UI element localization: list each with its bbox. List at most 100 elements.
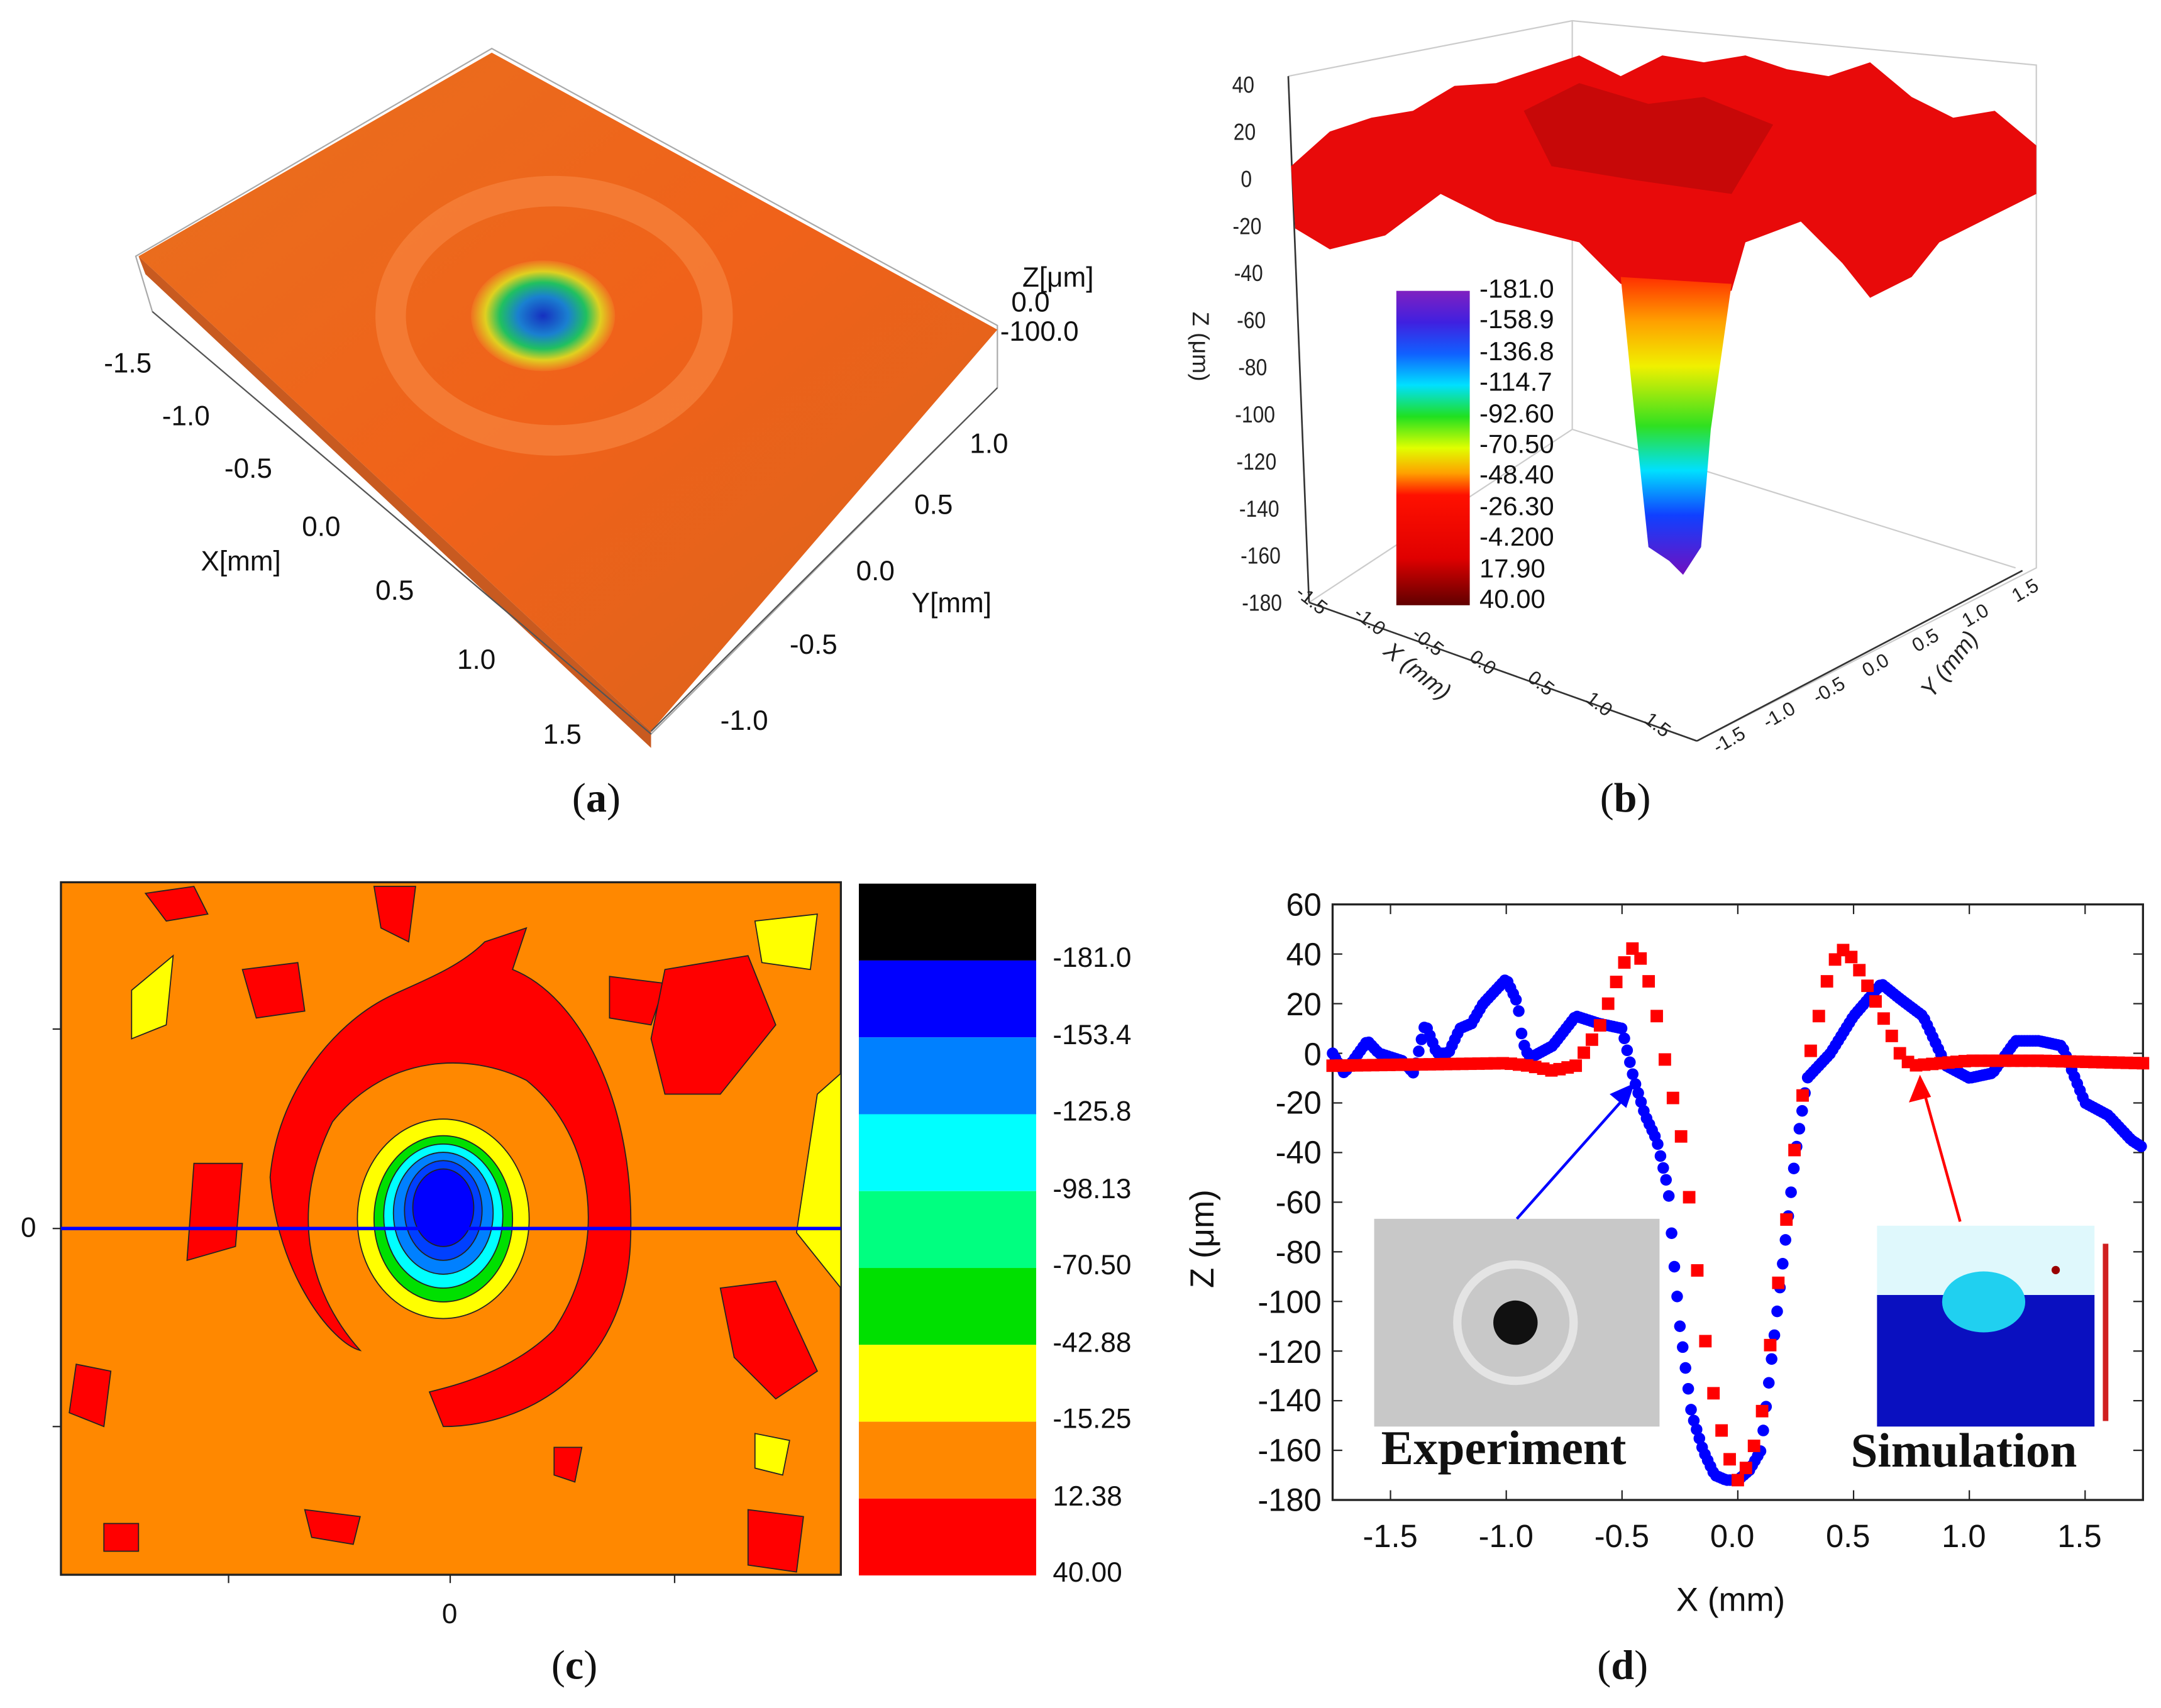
experiment-point (1691, 1423, 1703, 1436)
simulation-point (1715, 1424, 1728, 1437)
simulation-point (1626, 942, 1639, 955)
crater (471, 260, 616, 372)
d-x-tick: -1.0 (1478, 1518, 1534, 1554)
c-x-tick: 0 (441, 1599, 458, 1631)
c-colorbar-label: 12.38 (1053, 1481, 1122, 1512)
simulation-point (1634, 952, 1647, 965)
b-colorbar-label: -181.0 (1479, 275, 1554, 305)
b-z-tick: -80 (1237, 355, 1267, 381)
simulation-point (1869, 995, 1882, 1008)
simulation-point (1788, 1143, 1801, 1157)
a-y-tick: -1.0 (720, 706, 768, 737)
b-colorbar-label: -136.8 (1479, 338, 1554, 367)
caption-c: (c) (551, 1642, 598, 1689)
simulation-point (1739, 1462, 1752, 1475)
b-z-tick: -60 (1236, 307, 1266, 334)
a-y-tick: 1.0 (970, 429, 1009, 460)
simulation-point (1853, 964, 1866, 977)
colorbar-swatch (858, 1345, 1036, 1422)
experiment-point (1766, 1353, 1777, 1365)
a-x-tick: 0.5 (375, 576, 414, 607)
simulation-point (1593, 1019, 1606, 1032)
c-colorbar-label: -153.4 (1053, 1020, 1132, 1051)
a-y-tick: -0.5 (789, 630, 837, 661)
d-y-tick: -140 (1257, 1382, 1322, 1419)
colorbar-swatch (858, 1037, 1036, 1115)
experiment-point (1510, 994, 1522, 1006)
experiment-point (1671, 1291, 1683, 1303)
simulation-point (1659, 1053, 1671, 1066)
d-y-tick: -120 (1257, 1333, 1322, 1369)
d-y-tick: 60 (1286, 886, 1322, 923)
d-y-tick: -160 (1257, 1432, 1322, 1468)
crater-rim (375, 175, 733, 456)
simulation-point (1861, 979, 1874, 993)
colorbar-swatch (858, 883, 1036, 961)
b-colorbar-label: -158.9 (1479, 306, 1554, 336)
c-colorbar-label: -42.88 (1053, 1327, 1132, 1358)
a-x-tick: -0.5 (224, 454, 272, 485)
simulation-point (1610, 976, 1623, 988)
experiment-point (1632, 1087, 1644, 1099)
experiment-point (1615, 1022, 1628, 1035)
d-y-tick: -100 (1257, 1283, 1322, 1320)
d-x-tick: 1.5 (2057, 1518, 2102, 1554)
experiment-point (1796, 1105, 1808, 1117)
panel-a-surface (135, 47, 998, 748)
experiment-label: Experiment (1381, 1421, 1627, 1475)
a-x-tick: 1.0 (457, 645, 496, 676)
experiment-point (1657, 1162, 1669, 1174)
a-x-tick: -1.5 (104, 349, 152, 380)
a-z-label: Z[μm] (1022, 263, 1094, 294)
a-y-label: Y[mm] (911, 588, 992, 619)
experiment-point (1693, 1432, 1706, 1445)
d-y-label: Z (μm) (1184, 1189, 1222, 1288)
simulation-point (1569, 1059, 1583, 1072)
d-x-tick: 0.0 (1710, 1518, 1755, 1554)
b-z-tick: -20 (1232, 213, 1262, 240)
experiment-point (1779, 1234, 1792, 1246)
simulation-point (1820, 975, 1833, 988)
simulation-point (1674, 1130, 1688, 1143)
caption-d: (d) (1597, 1642, 1649, 1689)
d-x-label: X (mm) (1676, 1582, 1786, 1619)
experiment-point (1763, 1377, 1775, 1389)
caption-b: (b) (1600, 775, 1651, 822)
experiment-point (1668, 1260, 1681, 1273)
experiment-point (1652, 1138, 1664, 1150)
c-colorbar-label: -181.0 (1053, 943, 1132, 974)
experiment-point (1777, 1258, 1789, 1270)
simulation-point (1764, 1338, 1777, 1352)
b-z-tick: 0 (1240, 166, 1252, 193)
d-y-tick: -80 (1275, 1233, 1322, 1270)
colorbar-swatch (858, 1421, 1036, 1499)
experiment-point (1793, 1123, 1806, 1135)
experiment-point (1635, 1096, 1647, 1108)
simulation-label: Simulation (1850, 1423, 2077, 1478)
simulation-point (1780, 1213, 1793, 1226)
experiment-point (2135, 1140, 2147, 1152)
experiment-point (1666, 1227, 1677, 1239)
b-z-tick: -160 (1241, 543, 1281, 570)
b-colorbar-label: -48.40 (1479, 461, 1554, 491)
b-z-tick: 40 (1232, 72, 1255, 99)
simulation-point (1755, 1404, 1769, 1418)
d-x-tick: -1.5 (1362, 1518, 1418, 1554)
simulation-point (1642, 975, 1655, 988)
caption-a: (a) (572, 775, 621, 822)
simulation-point (1666, 1091, 1679, 1105)
colorbar-swatch (858, 960, 1036, 1038)
a-z-tick: -100.0 (1000, 317, 1079, 348)
b-z-tick: -140 (1239, 495, 1279, 522)
a-x-tick: 0.0 (302, 512, 341, 543)
c-colorbar-label: -15.25 (1053, 1404, 1132, 1435)
simulation-point (1707, 1387, 1720, 1400)
b-colorbar-label: -26.30 (1479, 492, 1554, 522)
experiment-point (1515, 1027, 1528, 1040)
a-y-tick: 0.0 (856, 556, 895, 588)
simulation-point (1845, 950, 1858, 964)
b-colorbar-label: 17.90 (1479, 554, 1545, 584)
experiment-point (1757, 1424, 1769, 1436)
panel-b-surface (1287, 19, 2037, 742)
experiment-point (1679, 1362, 1691, 1374)
